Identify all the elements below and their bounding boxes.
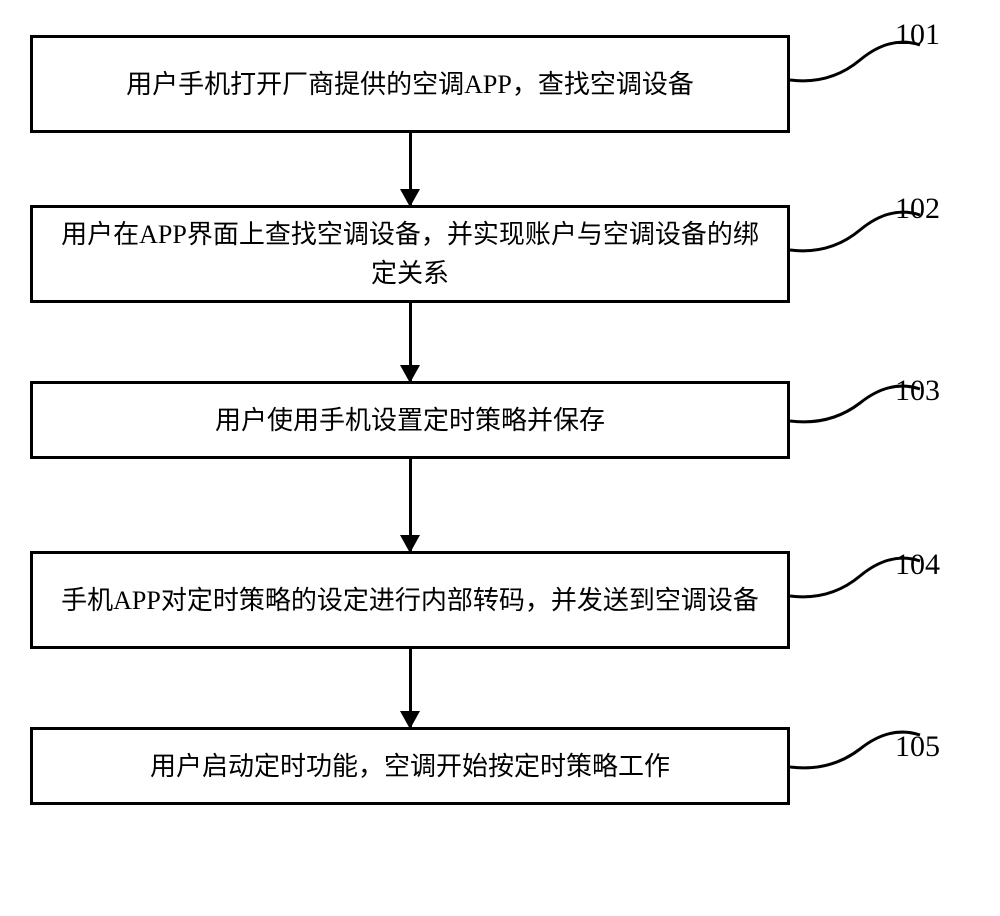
arrow-down (409, 133, 412, 205)
step-label-102: 102 (895, 192, 940, 226)
step-text: 手机APP对定时策略的设定进行内部转码，并发送到空调设备 (61, 581, 759, 620)
flowchart-container: 用户手机打开厂商提供的空调APP，查找空调设备 用户在APP界面上查找空调设备，… (30, 35, 970, 805)
step-row: 用户启动定时功能，空调开始按定时策略工作 (30, 727, 970, 805)
step-label-101: 101 (895, 18, 940, 52)
step-text: 用户在APP界面上查找空调设备，并实现账户与空调设备的绑定关系 (53, 215, 767, 293)
arrow-container (30, 303, 790, 381)
step-box-105: 用户启动定时功能，空调开始按定时策略工作 (30, 727, 790, 805)
step-box-104: 手机APP对定时策略的设定进行内部转码，并发送到空调设备 (30, 551, 790, 649)
step-text: 用户使用手机设置定时策略并保存 (215, 401, 605, 440)
step-row: 手机APP对定时策略的设定进行内部转码，并发送到空调设备 (30, 551, 970, 649)
arrow-down (409, 649, 412, 727)
step-label-103: 103 (895, 374, 940, 408)
arrow-container (30, 649, 790, 727)
step-box-101: 用户手机打开厂商提供的空调APP，查找空调设备 (30, 35, 790, 133)
step-row: 用户手机打开厂商提供的空调APP，查找空调设备 (30, 35, 970, 133)
arrow-down (409, 303, 412, 381)
step-box-103: 用户使用手机设置定时策略并保存 (30, 381, 790, 459)
step-text: 用户启动定时功能，空调开始按定时策略工作 (150, 747, 670, 786)
step-text: 用户手机打开厂商提供的空调APP，查找空调设备 (126, 65, 694, 104)
step-row: 用户使用手机设置定时策略并保存 (30, 381, 970, 459)
step-row: 用户在APP界面上查找空调设备，并实现账户与空调设备的绑定关系 (30, 205, 970, 303)
arrow-down (409, 459, 412, 551)
step-box-102: 用户在APP界面上查找空调设备，并实现账户与空调设备的绑定关系 (30, 205, 790, 303)
step-label-104: 104 (895, 548, 940, 582)
step-label-105: 105 (895, 730, 940, 764)
arrow-container (30, 133, 790, 205)
arrow-container (30, 459, 790, 551)
